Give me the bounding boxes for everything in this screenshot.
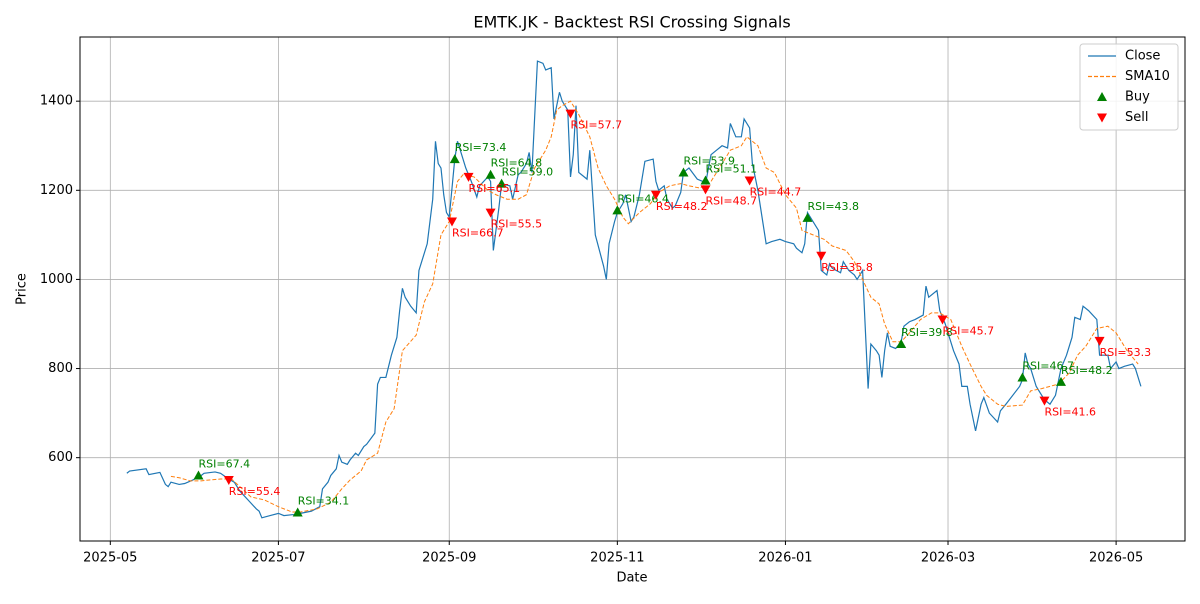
plot-frame <box>79 36 1186 542</box>
y-tick-label: 1000 <box>40 272 73 287</box>
signal-marker <box>193 470 204 480</box>
signal-label: RSI=55.5 <box>491 218 543 231</box>
x-tick-label: 2026-03 <box>921 551 975 566</box>
signal-marker <box>678 167 689 177</box>
signal-marker <box>650 190 661 200</box>
signal-label: RSI=48.2 <box>1061 364 1113 377</box>
signal-marker <box>700 185 711 195</box>
x-tick-label: 2025-09 <box>422 551 476 566</box>
line-series <box>170 100 1139 513</box>
y-tick-label: 1400 <box>40 94 73 109</box>
signal-marker <box>744 176 755 186</box>
x-tick-label: 2025-11 <box>590 551 644 566</box>
signal-label: RSI=39.8 <box>901 326 953 339</box>
legend-box <box>1079 43 1179 131</box>
signal-label: RSI=51.1 <box>706 162 758 175</box>
signal-marker <box>463 172 474 182</box>
y-tick-label: 600 <box>48 450 73 465</box>
legend-swatch <box>1097 113 1107 123</box>
signal-marker <box>485 208 496 218</box>
signal-marker <box>816 251 827 261</box>
signal-label: RSI=73.4 <box>455 141 507 154</box>
signal-marker <box>496 178 507 188</box>
signal-label: RSI=55.4 <box>229 485 281 498</box>
chart-title: EMTK.JK - Backtest RSI Crossing Signals <box>473 13 790 32</box>
signal-marker <box>612 205 623 215</box>
signal-label: RSI=59.0 <box>502 166 554 179</box>
signal-marker <box>1039 396 1050 406</box>
signal-label: RSI=67.4 <box>198 457 250 470</box>
signal-marker <box>1055 376 1066 386</box>
signal-marker <box>292 507 303 517</box>
signal-marker <box>447 217 458 227</box>
x-tick-label: 2025-07 <box>251 551 305 566</box>
signal-label: RSI=48.2 <box>656 200 708 213</box>
y-tick-label: 1200 <box>40 183 73 198</box>
signal-label: RSI=57.7 <box>570 119 622 132</box>
x-tick-label: 2025-05 <box>83 551 137 566</box>
x-tick-label: 2026-05 <box>1089 551 1143 566</box>
x-tick-label: 2026-01 <box>758 551 812 566</box>
signal-marker <box>937 315 948 325</box>
signal-marker <box>565 109 576 119</box>
signal-label: RSI=53.3 <box>1100 346 1152 359</box>
y-tick-label: 800 <box>48 361 73 376</box>
legend-label: Buy <box>1125 90 1150 105</box>
signal-label: RSI=64.8 <box>491 157 543 170</box>
signal-label: RSI=46.7 <box>1022 359 1074 372</box>
signal-label: RSI=35.8 <box>821 261 873 274</box>
signal-label: RSI=53.9 <box>683 154 735 167</box>
legend-label: Sell <box>1125 110 1148 125</box>
y-axis-label: Price <box>15 273 30 305</box>
signal-label: RSI=44.7 <box>750 185 802 198</box>
legend-label: Close <box>1125 49 1160 64</box>
x-axis-label: Date <box>616 571 647 586</box>
signal-label: RSI=66.7 <box>452 226 504 239</box>
legend-swatch <box>1097 92 1107 101</box>
signal-label: RSI=41.6 <box>1044 406 1096 419</box>
signal-label: RSI=34.1 <box>298 494 350 507</box>
signal-marker <box>896 339 907 349</box>
signal-label: RSI=65.1 <box>469 182 521 195</box>
signal-marker <box>1094 336 1105 346</box>
signal-marker <box>449 154 460 164</box>
line-series <box>126 60 1142 519</box>
signal-label: RSI=48.7 <box>706 194 758 207</box>
signal-marker <box>485 169 496 179</box>
legend-label: SMA10 <box>1125 69 1170 84</box>
signal-label: RSI=43.8 <box>807 200 859 213</box>
signal-label: RSI=45.7 <box>943 325 995 338</box>
signal-marker <box>1017 372 1028 382</box>
signal-marker <box>802 212 813 222</box>
signal-marker <box>700 175 711 185</box>
signal-marker <box>223 475 234 485</box>
